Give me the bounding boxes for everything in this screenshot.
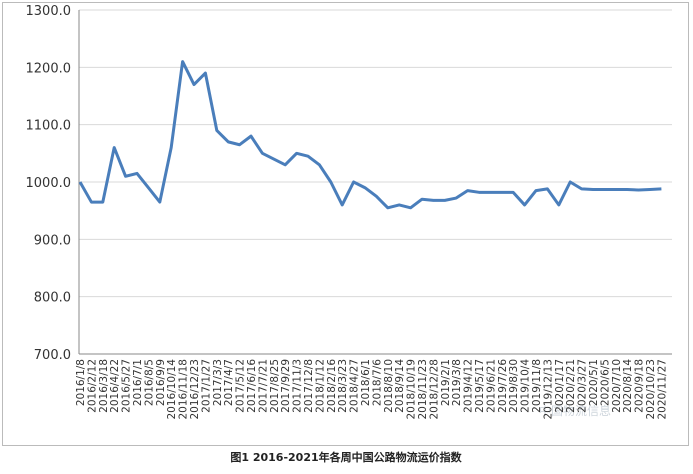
x-tick-label: 2017/9/29 [280,359,292,413]
x-tick-label: 2020/9/18 [634,359,646,413]
x-tick-label: 2020/2/21 [565,359,577,413]
x-tick-label: 2018/12/28 [428,359,440,420]
y-tick-label: 1000.0 [26,176,72,191]
x-tick-label: 2018/11/23 [417,359,429,420]
x-tick-label: 2020/6/5 [599,359,611,406]
x-tick-label: 2018/6/1 [360,359,372,406]
x-tick-label: 2020/8/14 [622,359,634,413]
x-tick-label: 2020/10/23 [645,359,657,420]
x-tick-label: 2019/4/12 [463,359,475,413]
y-tick-label: 800.0 [34,291,71,306]
x-tick-label: 2016/9/9 [155,359,167,406]
x-tick-label: 2020/7/10 [611,359,623,413]
x-tick-label: 2020/1/17 [554,359,566,413]
x-tick-label: 2016/4/22 [109,359,121,413]
x-tick-label: 2018/2/16 [326,359,338,413]
data-line [78,60,662,210]
y-tick-label: 1100.0 [26,119,72,134]
x-tick-label: 2016/7/1 [132,359,144,406]
x-tick-label: 2018/7/6 [371,359,383,406]
x-tick-label: 2019/5/17 [474,359,486,413]
x-tick-label: 2016/1/8 [75,359,87,406]
x-tick-label: 2018/4/27 [349,359,361,413]
x-tick-label: 2017/8/25 [269,359,281,413]
x-tick-label: 2017/5/12 [235,359,247,413]
x-tick-label: 2019/3/8 [451,359,463,406]
x-tick-label: 2016/11/18 [178,359,190,420]
x-tick-label: 2016/10/14 [166,359,178,420]
watermark: 中国物流信息 [539,403,611,418]
x-tick-label: 2016/3/18 [98,359,110,413]
y-tick-label: 900.0 [34,233,71,248]
x-tick-label: 2019/12/13 [542,359,554,420]
x-tick-label: 2017/1/27 [200,359,212,413]
x-tick-label: 2016/2/12 [86,359,98,413]
x-tick-label: 2019/8/30 [508,359,520,413]
y-tick-label: 700.0 [34,348,71,363]
x-tick-label: 2019/10/4 [520,359,532,413]
x-tick-label: 2017/7/21 [257,359,269,413]
chart-title: 图1 2016-2021年各周中国公路物流运价指数 [230,450,462,464]
x-tick-label: 2018/3/23 [337,359,349,413]
x-tick-label: 2017/11/3 [292,359,304,413]
x-tick-label: 2019/6/21 [485,359,497,413]
x-tick-label: 2018/10/19 [406,359,418,420]
x-tick-label: 2016/5/27 [121,359,133,413]
x-tick-label: 2018/8/10 [383,359,395,413]
x-tick-label: 2020/5/1 [588,359,600,406]
x-tick-label: 2019/2/1 [440,359,452,406]
x-tick-label: 2016/12/23 [189,359,201,420]
x-tick-label: 2017/12/8 [303,359,315,413]
x-tick-label: 2019/7/26 [497,359,509,413]
x-tick-label: 2017/6/16 [246,359,258,413]
x-tick-label: 2016/8/5 [143,359,155,406]
chart-border [2,2,689,446]
x-tick-label: 2017/3/3 [212,359,224,406]
x-tick-label: 2020/3/27 [577,359,589,413]
x-tick-label: 2019/11/8 [531,359,543,413]
x-tick-label: 2017/4/7 [223,359,235,406]
y-tick-label: 1200.0 [26,61,72,76]
x-tick-label: 2018/9/14 [394,359,406,413]
x-tick-label: 2018/1/12 [314,359,326,413]
x-tick-label: 2020/11/27 [656,359,668,420]
y-tick-label: 1300.0 [26,4,72,19]
